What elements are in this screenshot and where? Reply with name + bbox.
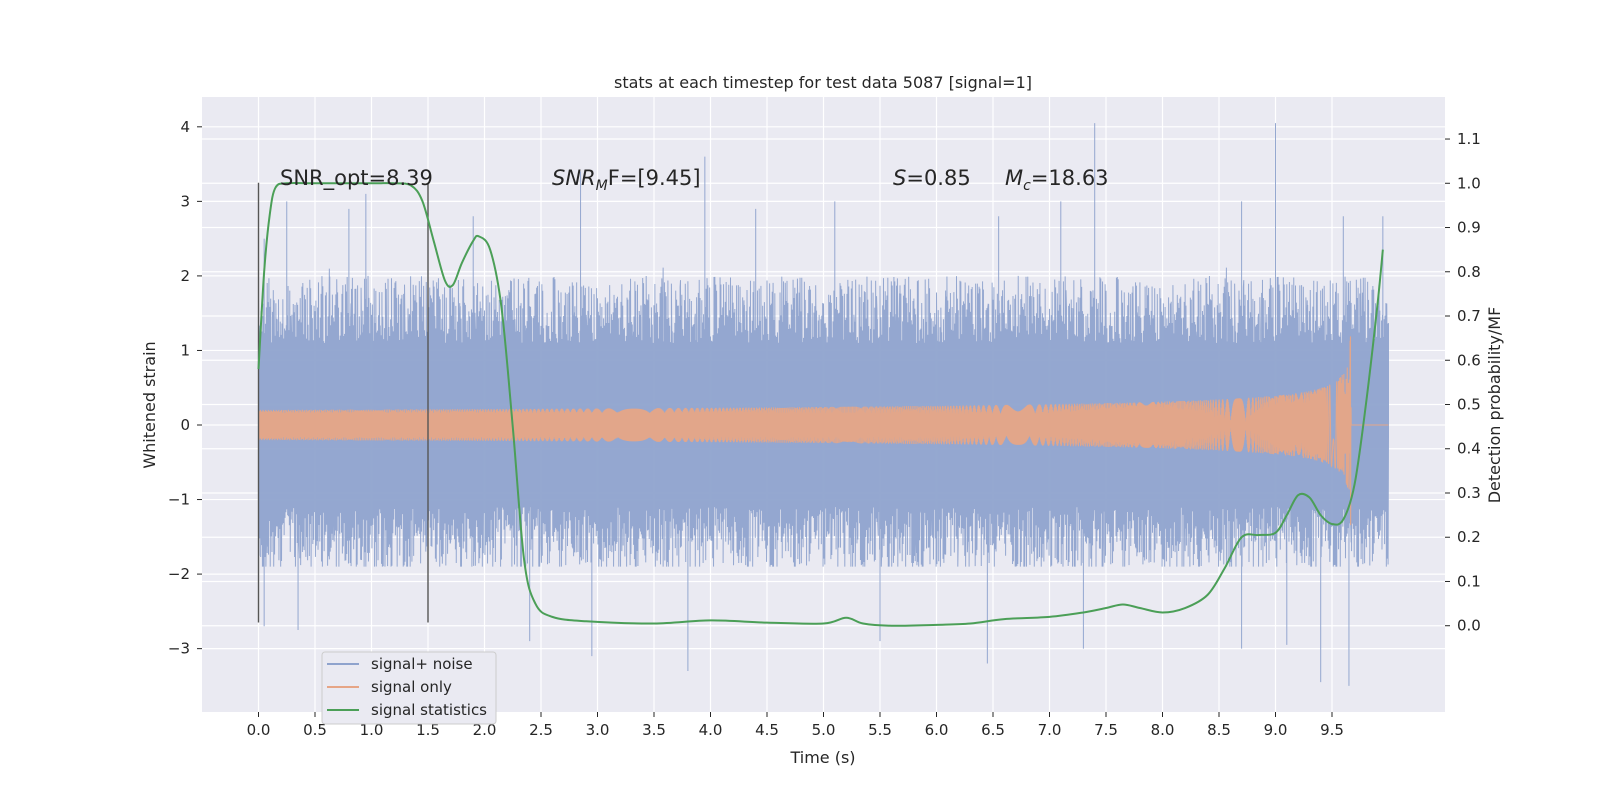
y-right-tick-label-6: 0.5	[1457, 396, 1481, 414]
x-tick-label-11: 5.5	[868, 721, 892, 739]
annotation-snr-mf-sub: M	[596, 178, 608, 194]
y-left-tick-label-2: 2	[180, 267, 190, 285]
signal-only-series	[257, 336, 1389, 526]
annotation-s-rest: =0.85	[906, 166, 970, 190]
y-left-tick-label-5: −1	[168, 491, 190, 509]
annotation-snr-opt: SNR_opt=8.39	[280, 166, 433, 191]
x-tick-label-9: 4.5	[755, 721, 779, 739]
y-right-tick-label-3: 0.8	[1457, 263, 1481, 281]
x-tick-label-19: 9.5	[1320, 721, 1344, 739]
legend-label-signal-noise: signal+ noise	[371, 655, 473, 673]
legend: signal+ noise signal only signal statist…	[321, 651, 497, 725]
signal-statistics-line	[257, 181, 1384, 627]
x-tick-label-17: 8.5	[1207, 721, 1231, 739]
x-tick-label-14: 7.0	[1038, 721, 1062, 739]
y-axis-label-right: Detection probability/MF	[1485, 307, 1504, 504]
x-tick-label-5: 2.5	[529, 721, 553, 739]
x-tick-label-3: 1.5	[416, 721, 440, 739]
y-right-tick-label-11: 0.0	[1457, 617, 1481, 635]
chart-title: stats at each timestep for test data 508…	[614, 73, 1032, 92]
y-left-tick-label-4: 0	[180, 416, 190, 434]
annotation-s: S=0.85	[893, 166, 971, 190]
annotation-snr-mf-rest: F=[9.45]	[608, 166, 701, 190]
y-right-tick-label-0: 1.1	[1457, 130, 1481, 148]
x-tick-label-2: 1.0	[360, 721, 384, 739]
y-right-tick-label-10: 0.1	[1457, 572, 1481, 590]
vertical-markers	[257, 182, 429, 623]
annotation-mc-main: M	[1005, 166, 1023, 190]
annotation-mc: Mc=18.63	[1005, 166, 1109, 194]
y-left-tick-label-7: −3	[168, 640, 190, 658]
annotation-mc-sub: c	[1023, 178, 1031, 194]
x-tick-label-13: 6.5	[981, 721, 1005, 739]
x-tick-label-4: 2.0	[473, 721, 497, 739]
legend-label-signal-statistics: signal statistics	[371, 701, 487, 719]
y-left-tick-label-1: 3	[180, 192, 190, 210]
y-right-tick-label-1: 1.0	[1457, 174, 1481, 192]
x-tick-label-7: 3.5	[642, 721, 666, 739]
x-tick-label-12: 6.0	[925, 721, 949, 739]
annotation-s-main: S	[893, 166, 906, 190]
x-tick-label-16: 8.0	[1151, 721, 1175, 739]
signal-only-line	[257, 336, 1389, 526]
y-right-tick-label-2: 0.9	[1457, 219, 1481, 237]
y-right-tick-label-9: 0.2	[1457, 528, 1481, 546]
x-tick-label-10: 5.0	[812, 721, 836, 739]
y-left-tick-label-6: −2	[168, 565, 190, 583]
x-tick-label-18: 9.0	[1264, 721, 1288, 739]
annotation-snr-mf: SNRMF=[9.45]	[552, 166, 701, 194]
legend-label-signal-only: signal only	[371, 678, 452, 696]
x-tick-label-0: 0.0	[247, 721, 271, 739]
signal-statistics-series	[257, 181, 1384, 627]
x-tick-label-1: 0.5	[303, 721, 327, 739]
x-tick-label-15: 7.5	[1094, 721, 1118, 739]
y-axis-label-left: Whitened strain	[140, 341, 159, 468]
y-left-tick-label-0: 4	[180, 118, 190, 136]
y-right-tick-label-5: 0.6	[1457, 351, 1481, 369]
annotation-mc-rest: =18.63	[1031, 166, 1109, 190]
annotation-snr-mf-main: SNR	[552, 166, 596, 190]
x-axis-label: Time (s)	[789, 748, 855, 767]
y-right-tick-label-4: 0.7	[1457, 307, 1481, 325]
legend-box	[321, 651, 497, 725]
y-right-tick-label-7: 0.4	[1457, 440, 1481, 458]
x-tick-label-8: 4.0	[699, 721, 723, 739]
tick-labels: 0.0 0.5 1.0 1.5 2.0 2.5 3.0 3.5 4.0 4.5 5.0 5.5 6.0 6…	[168, 118, 1481, 739]
x-tick-label-6: 3.0	[586, 721, 610, 739]
y-right-tick-label-8: 0.3	[1457, 484, 1481, 502]
y-left-tick-label-3: 1	[180, 341, 190, 359]
